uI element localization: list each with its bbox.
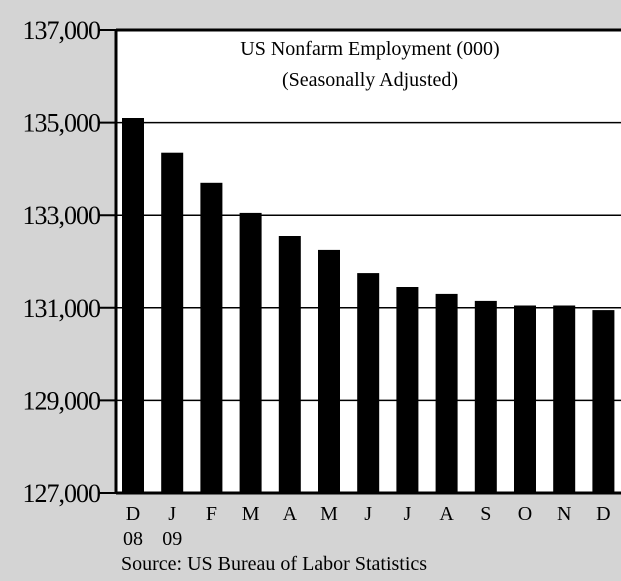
source-note: Source: US Bureau of Labor Statistics: [121, 553, 427, 575]
y-tick-label: 137,000: [23, 16, 102, 45]
x-tick-label: D: [126, 503, 140, 525]
y-tick-label: 135,000: [23, 109, 102, 138]
plot-frame: [114, 28, 621, 495]
bar: [161, 152, 184, 493]
bar: [318, 249, 340, 493]
y-tick-label: 133,000: [23, 201, 102, 230]
y-tick-label: 127,000: [23, 479, 102, 508]
chart-title: US Nonfarm Employment (000): [240, 38, 499, 60]
x-tick-year-label: 09: [162, 528, 182, 550]
x-tick-label: M: [242, 503, 260, 525]
x-tick-label: J: [168, 503, 176, 525]
y-tick-label: 129,000: [23, 386, 102, 415]
bar: [357, 273, 380, 493]
x-tick-label: O: [518, 503, 532, 525]
bar: [592, 310, 615, 493]
chart-subtitle: (Seasonally Adjusted): [282, 69, 458, 91]
bar: [435, 293, 458, 493]
x-tick-label: J: [364, 503, 372, 525]
bar: [474, 300, 497, 493]
x-tick-year-label: 08: [123, 528, 143, 550]
x-tick-label: S: [480, 503, 491, 525]
x-tick-label: J: [404, 503, 412, 525]
bar: [200, 182, 223, 494]
bar: [239, 212, 262, 493]
bar: [514, 305, 536, 493]
bar: [396, 287, 419, 493]
x-tick-label: D: [596, 503, 610, 525]
x-tick-label: M: [320, 503, 338, 525]
x-tick-label: A: [283, 503, 298, 525]
x-tick-label: N: [557, 503, 571, 525]
y-axis-ticks: 127,000 129,000 131,000 133,000 135,000 137,0…: [23, 16, 116, 508]
bars: [122, 118, 615, 494]
y-tick-label: 131,000: [23, 294, 102, 323]
bar: [122, 118, 144, 493]
bar: [553, 305, 576, 493]
x-tick-label: A: [439, 503, 454, 525]
x-tick-label: F: [206, 503, 217, 525]
bar: [278, 236, 301, 493]
